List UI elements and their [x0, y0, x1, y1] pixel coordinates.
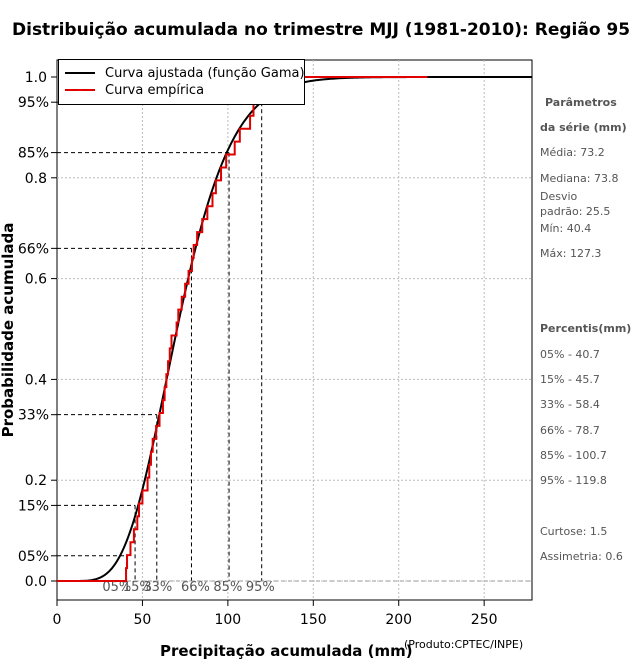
- params-title-line1: Parâmetros: [545, 96, 617, 109]
- percentile-axis-label: 15%: [18, 498, 49, 514]
- y-axis-label: Probabilidade acumulada: [0, 222, 17, 438]
- percentile-bottom-label: 85%: [213, 580, 242, 595]
- param-media: Média: 73.2: [540, 146, 605, 159]
- percentile-axis-label: 95%: [18, 95, 49, 111]
- percentil-85: 85% - 100.7: [540, 449, 607, 462]
- legend-swatch-empirical: [65, 89, 95, 91]
- y-tick-label: 0.0: [25, 574, 47, 590]
- y-tick-label: 1.0: [25, 70, 47, 86]
- percentil-66: 66% - 78.7: [540, 424, 600, 437]
- percentile-bottom-label: 33%: [143, 580, 172, 595]
- legend-label-gamma: Curva ajustada (função Gama): [105, 65, 305, 81]
- chart-title: Distribuição acumulada no trimestre MJJ …: [12, 20, 631, 40]
- empirical-step-curve: [57, 76, 428, 582]
- percentile-bottom-label: 05%: [102, 580, 131, 595]
- plot-border: [56, 59, 533, 601]
- param-curtose: Curtose: 1.5: [540, 525, 608, 538]
- percentis-title: Percentis(mm): [540, 322, 632, 335]
- param-max: Máx: 127.3: [540, 247, 602, 260]
- percentil-15: 15% - 45.7: [540, 373, 600, 386]
- y-tick-label: 0.4: [25, 372, 47, 388]
- percentil-33: 33% - 58.4: [540, 398, 600, 411]
- legend-entry-gamma: Curva ajustada (função Gama): [65, 65, 305, 81]
- percentile-bottom-label: 15%: [123, 580, 152, 595]
- x-tick-label: 0: [53, 612, 62, 628]
- param-desvio-line2: padrão: 25.5: [540, 205, 611, 218]
- param-assimetria: Assimetria: 0.6: [540, 550, 623, 563]
- percentil-95: 95% - 119.8: [540, 474, 607, 487]
- x-tick-label: 200: [385, 612, 412, 628]
- y-tick-label: 0.2: [25, 473, 47, 489]
- param-mediana: Mediana: 73.8: [540, 172, 619, 185]
- percentile-axis-label: 05%: [18, 549, 49, 565]
- params-title-line2: da série (mm): [540, 121, 627, 134]
- x-tick-label: 150: [300, 612, 327, 628]
- x-axis-label: Precipitação acumulada (mm): [160, 642, 413, 660]
- param-desvio-line1: Desvio: [540, 190, 578, 203]
- y-tick-label: 0.6: [25, 272, 47, 288]
- percentile-axis-label: 66%: [18, 241, 49, 257]
- legend: Curva ajustada (função Gama) Curva empír…: [58, 59, 305, 105]
- legend-label-empirical: Curva empírica: [105, 82, 205, 98]
- percentile-axis-label: 85%: [18, 146, 49, 162]
- percentile-bottom-label: 95%: [246, 580, 275, 595]
- x-tick-label: 100: [214, 612, 241, 628]
- x-tick-label: 250: [471, 612, 498, 628]
- x-tick-label: 50: [134, 612, 152, 628]
- legend-swatch-gamma: [65, 72, 95, 74]
- percentile-bottom-label: 66%: [181, 580, 210, 595]
- param-min: Mín: 40.4: [540, 222, 592, 235]
- y-tick-label: 0.8: [25, 171, 47, 187]
- percentil-05: 05% - 40.7: [540, 348, 600, 361]
- percentile-axis-label: 33%: [18, 408, 49, 424]
- legend-entry-empirical: Curva empírica: [65, 82, 204, 98]
- product-credit: (Produto:CPTEC/INPE): [404, 638, 524, 651]
